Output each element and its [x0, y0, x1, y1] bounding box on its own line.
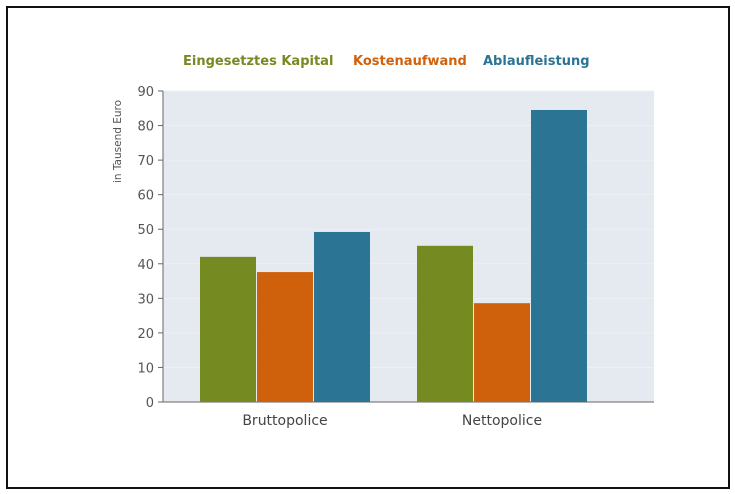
bar [417, 245, 473, 402]
bar [531, 110, 587, 402]
bar [200, 256, 256, 402]
y-tick-label: 30 [137, 292, 154, 307]
bar [257, 272, 313, 402]
x-category-label: Nettopolice [462, 413, 542, 429]
y-tick-label: 80 [137, 120, 154, 135]
x-category-label: Bruttopolice [242, 413, 327, 429]
y-axis-label: in Tausend Euro [112, 100, 124, 183]
y-tick-label: 20 [137, 327, 154, 342]
y-tick-label: 50 [137, 223, 154, 238]
legend-item: Eingesetztes Kapital [183, 54, 333, 69]
bar [314, 231, 370, 402]
bar [474, 303, 530, 402]
legend-item: Kostenaufwand [353, 54, 467, 69]
y-tick-label: 70 [137, 154, 154, 169]
y-tick-label: 90 [137, 85, 154, 100]
y-tick-label: 0 [146, 396, 154, 411]
y-tick-label: 60 [137, 189, 154, 204]
y-tick-label: 40 [137, 258, 154, 273]
y-tick-label: 10 [137, 361, 154, 376]
legend-item: Ablaufleistung [483, 54, 590, 69]
